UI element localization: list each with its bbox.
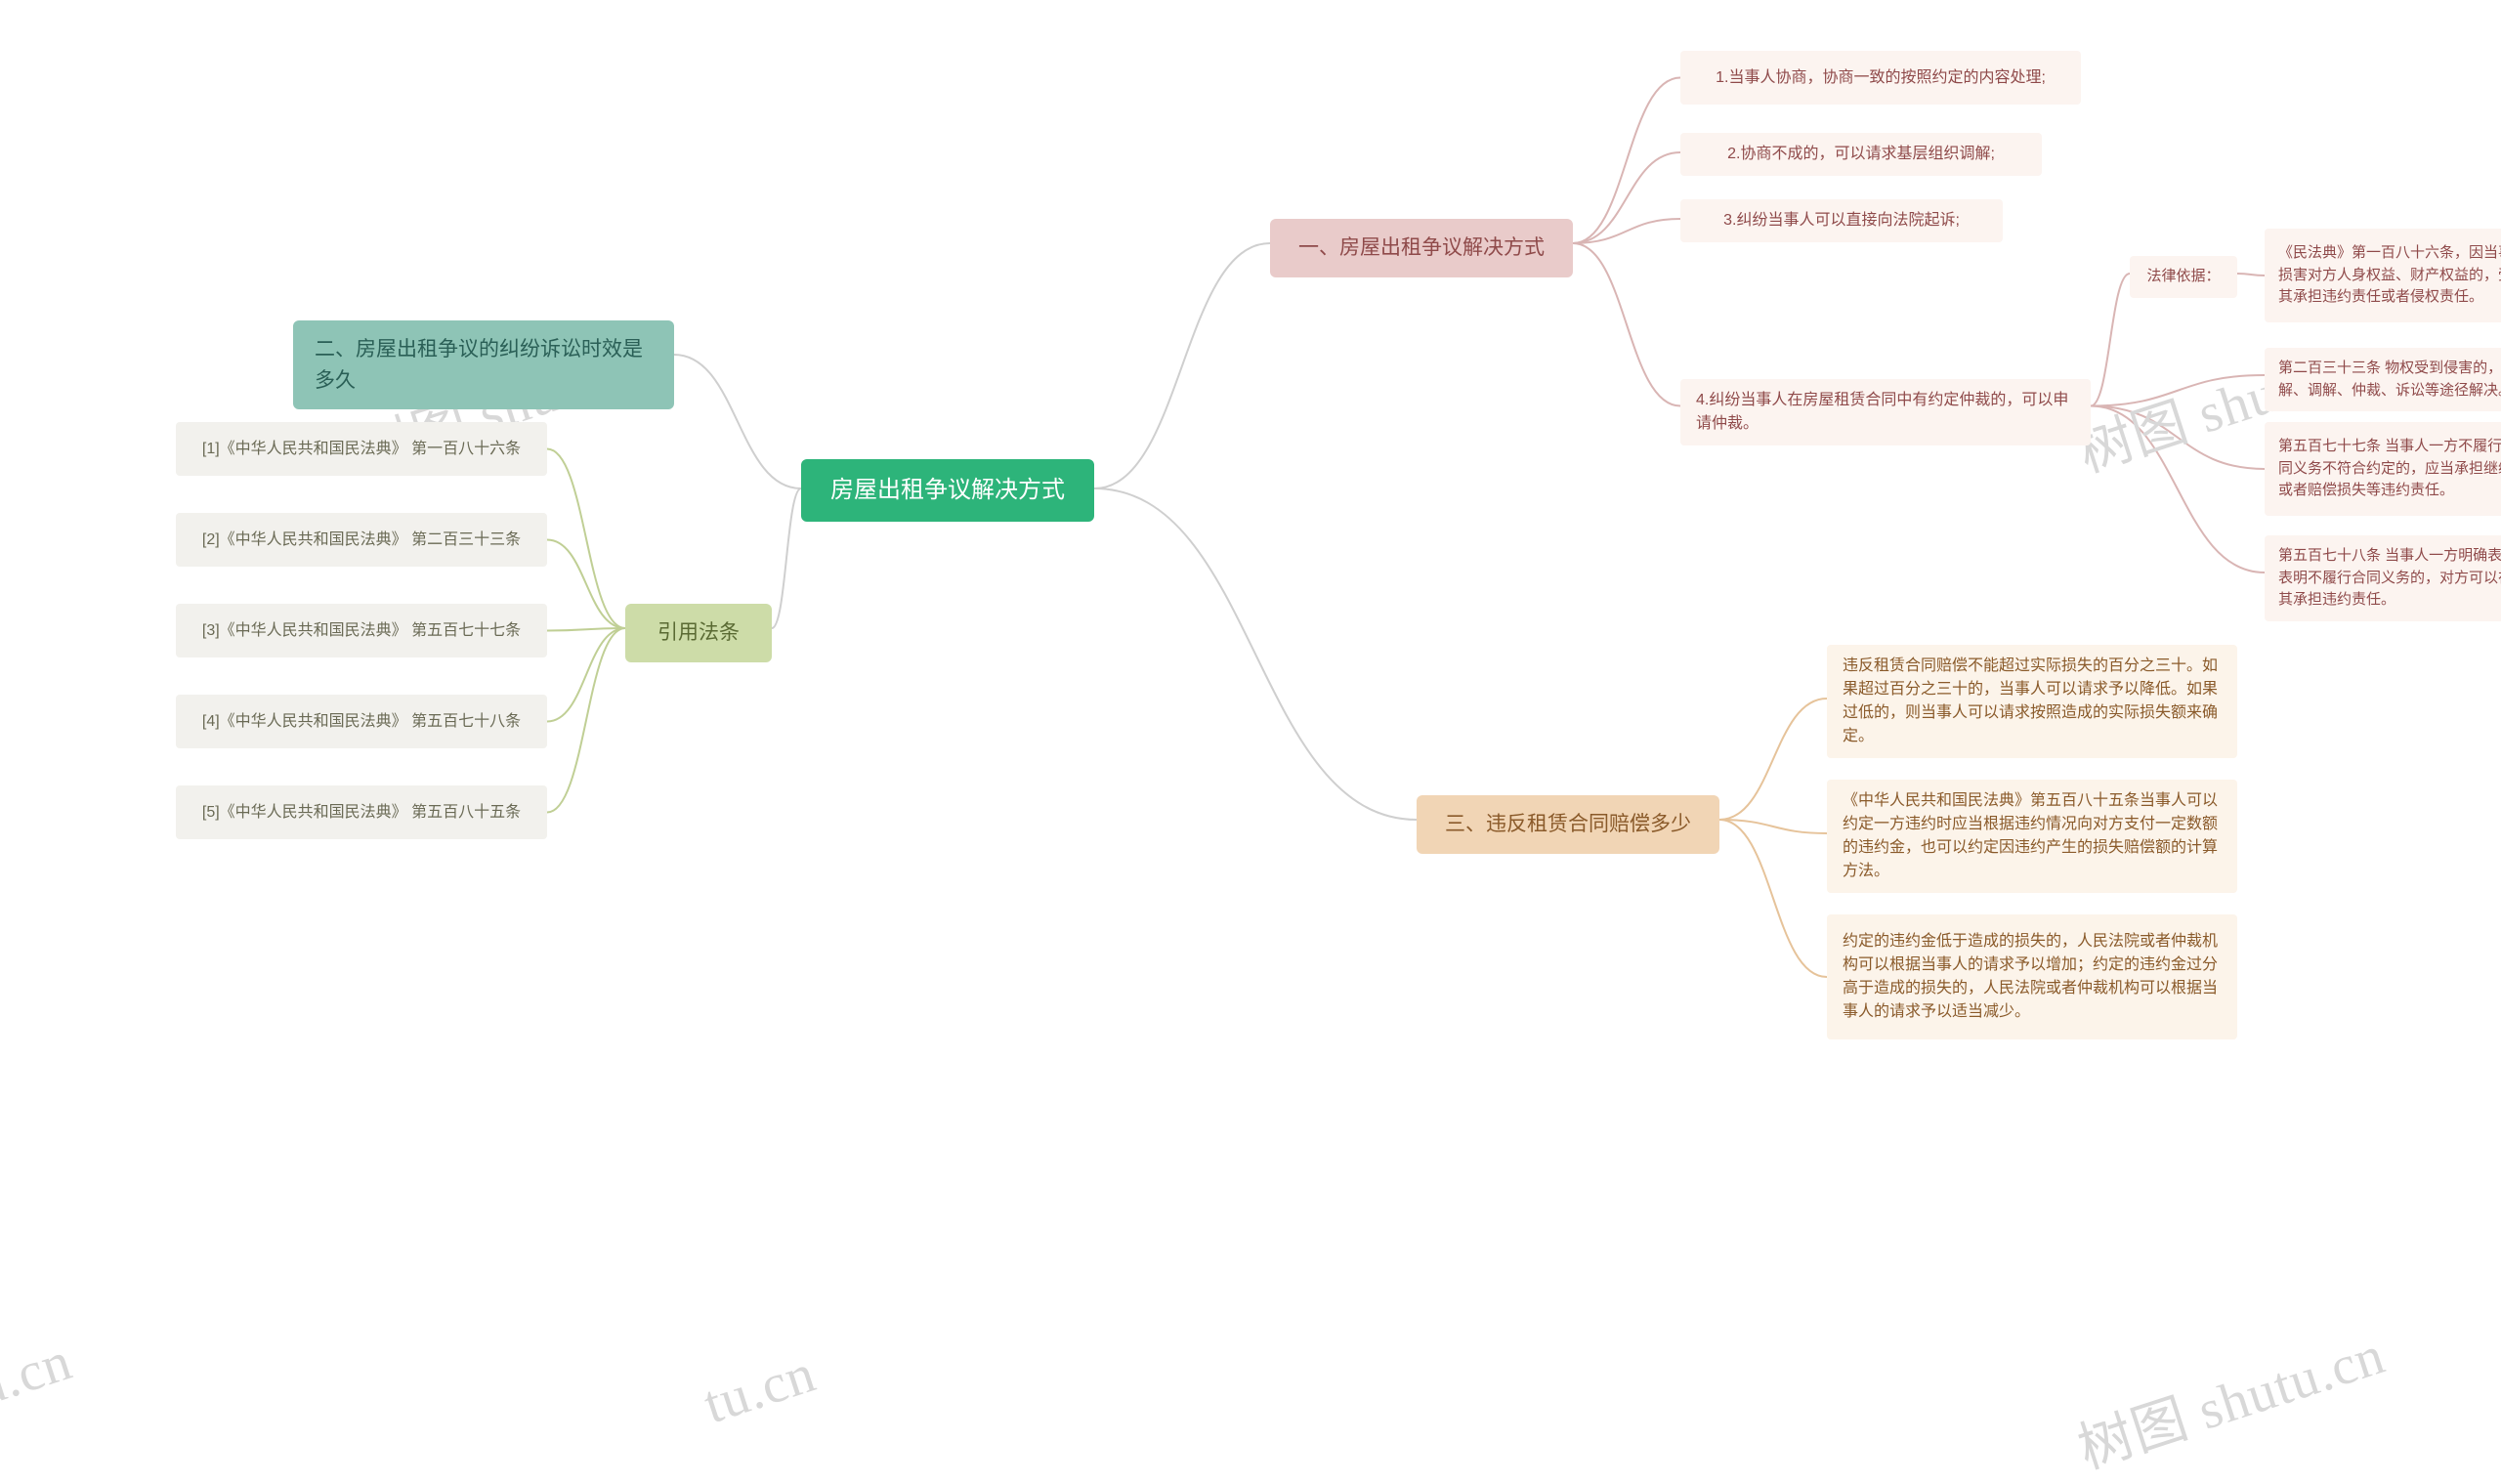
b1-sub4b-2: 第五百七十八条 当事人一方明确表示或者以自己的行为表明不履行合同义务的，对方可以…	[2265, 535, 2501, 621]
b4-leaf-2: [3]《中华人民共和国民法典》 第五百七十七条	[176, 604, 547, 657]
b1-leaf-3: 4.纠纷当事人在房屋租赁合同中有约定仲裁的，可以申请仲裁。	[1680, 379, 2091, 445]
branch-dispute-limitation[interactable]: 二、房屋出租争议的纠纷诉讼时效是多久	[293, 320, 674, 409]
branch-compensation[interactable]: 三、违反租赁合同赔偿多少	[1417, 795, 1719, 854]
b1-leaf-2: 3.纠纷当事人可以直接向法院起诉;	[1680, 199, 2003, 242]
watermark: tu.cn	[697, 1342, 824, 1437]
b3-leaf-2: 约定的违约金低于造成的损失的，人民法院或者仲裁机构可以根据当事人的请求予以增加；…	[1827, 914, 2237, 1039]
b1-leaf-0: 1.当事人协商，协商一致的按照约定的内容处理;	[1680, 51, 2081, 105]
root-node[interactable]: 房屋出租争议解决方式	[801, 459, 1094, 522]
b1-leaf-1: 2.协商不成的，可以请求基层组织调解;	[1680, 133, 2042, 176]
branch-resolution-methods[interactable]: 一、房屋出租争议解决方式	[1270, 219, 1573, 277]
b4-leaf-1: [2]《中华人民共和国民法典》 第二百三十三条	[176, 513, 547, 567]
b1-sub4b-0: 第二百三十三条 物权受到侵害的，权利人可以通过和解、调解、仲裁、诉讼等途径解决。	[2265, 348, 2501, 411]
b4-leaf-4: [5]《中华人民共和国民法典》 第五百八十五条	[176, 785, 547, 839]
b1-sub4b-1: 第五百七十七条 当事人一方不履行合同义务或者履行合同义务不符合约定的，应当承担继…	[2265, 422, 2501, 516]
watermark: shutu.cn	[0, 1330, 79, 1449]
branch-cited-articles[interactable]: 引用法条	[625, 604, 772, 662]
b3-leaf-0: 违反租赁合同赔偿不能超过实际损失的百分之三十。如果超过百分之三十的，当事人可以请…	[1827, 645, 2237, 758]
watermark: 树图 shutu.cn	[2066, 1311, 2393, 1484]
legal-basis-label: 法律依据：	[2130, 256, 2237, 298]
legal-basis-detail: 《民法典》第一百八十六条，因当事人一方的违约行为，损害对方人身权益、财产权益的，…	[2265, 229, 2501, 322]
b4-leaf-3: [4]《中华人民共和国民法典》 第五百七十八条	[176, 695, 547, 748]
b3-leaf-1: 《中华人民共和国民法典》第五百八十五条当事人可以约定一方违约时应当根据违约情况向…	[1827, 780, 2237, 893]
mindmap-canvas: 树图 shutu.cn树图 shutu.cnshutu.cntu.cn树图 sh…	[0, 0, 2501, 1401]
b4-leaf-0: [1]《中华人民共和国民法典》 第一百八十六条	[176, 422, 547, 476]
